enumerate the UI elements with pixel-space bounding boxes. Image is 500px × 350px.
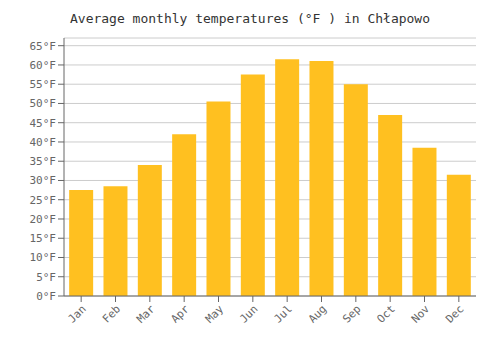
svg-text:25°F: 25°F [30,194,57,207]
svg-text:30°F: 30°F [30,174,57,187]
svg-text:Jan: Jan [66,302,89,325]
svg-text:35°F: 35°F [30,155,57,168]
svg-text:May: May [203,302,227,326]
svg-text:55°F: 55°F [30,78,57,91]
svg-text:40°F: 40°F [30,136,57,149]
svg-text:45°F: 45°F [30,117,57,130]
svg-text:Aug: Aug [306,302,329,325]
svg-text:Apr: Apr [169,302,193,326]
svg-text:5°F: 5°F [36,271,56,284]
svg-text:Feb: Feb [100,302,123,325]
svg-text:Dec: Dec [443,302,466,325]
svg-text:Jul: Jul [272,302,295,325]
svg-text:20°F: 20°F [30,213,57,226]
html-text:Average monthly temperatures (: Average monthly temperatures (°F ) in Ch… [70,11,430,26]
svg-text:50°F: 50°F [30,97,57,110]
svg-text:Oct: Oct [375,302,398,325]
svg-text:65°F: 65°F [30,40,57,53]
svg-text:Nov: Nov [409,302,433,326]
svg-text:Sep: Sep [340,302,363,325]
svg-text:Mar: Mar [134,302,158,326]
svg-text:10°F: 10°F [30,251,57,264]
svg-text:0°F: 0°F [36,290,56,303]
svg-text:Jun: Jun [237,302,260,325]
svg-text:15°F: 15°F [30,232,57,245]
svg-text:60°F: 60°F [30,59,57,72]
